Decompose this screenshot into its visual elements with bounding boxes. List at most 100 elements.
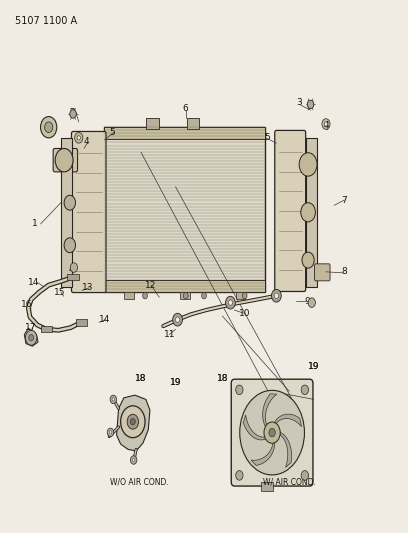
Circle shape [264,422,280,443]
Text: 14: 14 [99,315,110,324]
Polygon shape [273,414,302,429]
Circle shape [143,293,147,299]
Circle shape [133,458,135,462]
Text: 10: 10 [239,309,251,318]
Circle shape [308,298,315,308]
Circle shape [175,317,180,322]
Polygon shape [117,395,150,451]
Bar [261,482,273,491]
Polygon shape [251,437,275,465]
Text: 14: 14 [27,278,39,287]
Circle shape [25,330,37,345]
Circle shape [307,100,314,109]
Circle shape [226,296,235,309]
Circle shape [236,385,243,394]
Text: 16: 16 [21,300,33,309]
Text: 19: 19 [308,362,319,371]
FancyBboxPatch shape [53,149,78,172]
Circle shape [70,263,78,272]
Circle shape [228,300,233,305]
Text: 19: 19 [308,362,319,371]
Text: 5107 1100 A: 5107 1100 A [15,16,77,26]
Circle shape [112,398,115,401]
Circle shape [173,313,182,326]
Text: 5: 5 [110,128,115,137]
Bar [124,292,134,300]
FancyBboxPatch shape [71,132,106,293]
Text: 19: 19 [170,378,181,387]
Circle shape [274,293,278,298]
Circle shape [302,252,314,268]
Bar [61,138,72,287]
Circle shape [236,471,243,480]
Circle shape [271,289,281,302]
Text: 18: 18 [135,374,147,383]
Circle shape [269,429,275,437]
Text: 9: 9 [305,296,310,305]
Bar [104,127,265,139]
Circle shape [322,119,330,130]
Circle shape [29,335,33,341]
Text: 19: 19 [170,378,181,387]
Circle shape [301,385,308,394]
Circle shape [242,293,247,299]
Bar [236,292,246,300]
Circle shape [44,122,53,133]
Text: 1: 1 [32,220,38,229]
Text: 3: 3 [297,98,302,107]
FancyBboxPatch shape [315,264,330,281]
Text: 18: 18 [135,374,147,383]
Circle shape [77,136,80,140]
Circle shape [299,153,317,176]
Circle shape [131,418,135,425]
Bar [67,274,79,280]
Circle shape [70,110,76,118]
Text: 5: 5 [264,133,270,142]
Polygon shape [24,328,38,346]
Bar [186,118,199,130]
Text: 6: 6 [183,103,188,112]
Text: 8: 8 [341,268,347,276]
FancyBboxPatch shape [231,379,313,486]
Bar [306,138,317,287]
Text: 4: 4 [69,265,75,273]
Bar [146,118,159,130]
Text: 18: 18 [217,374,228,383]
Circle shape [107,428,114,437]
Text: 4: 4 [309,299,315,308]
FancyBboxPatch shape [275,131,306,292]
Circle shape [240,390,304,475]
Text: 3: 3 [69,108,75,117]
Circle shape [301,203,315,222]
Text: W/O AIR COND.: W/O AIR COND. [110,478,169,486]
Polygon shape [275,432,292,467]
Circle shape [40,117,57,138]
Bar [40,326,52,333]
Circle shape [64,195,75,210]
Text: 7: 7 [341,196,347,205]
Circle shape [75,133,83,143]
Text: 4: 4 [323,121,329,130]
Circle shape [110,395,117,403]
Text: 15: 15 [54,287,65,296]
Circle shape [131,456,137,464]
Circle shape [127,414,139,429]
Circle shape [183,293,188,299]
Bar [104,280,265,292]
Circle shape [64,238,75,253]
Text: W/ AIR COND.: W/ AIR COND. [263,478,316,486]
Text: 13: 13 [82,283,94,292]
Bar [180,292,190,300]
Circle shape [121,406,145,438]
Text: 4: 4 [83,137,89,146]
Text: 11: 11 [164,330,175,339]
Text: 17: 17 [25,323,37,332]
Circle shape [324,122,328,126]
Circle shape [109,431,112,434]
Bar [104,127,265,292]
Text: 18: 18 [217,374,228,383]
Text: 12: 12 [146,280,157,289]
Bar [75,319,87,326]
Circle shape [301,471,308,480]
Circle shape [55,149,73,172]
